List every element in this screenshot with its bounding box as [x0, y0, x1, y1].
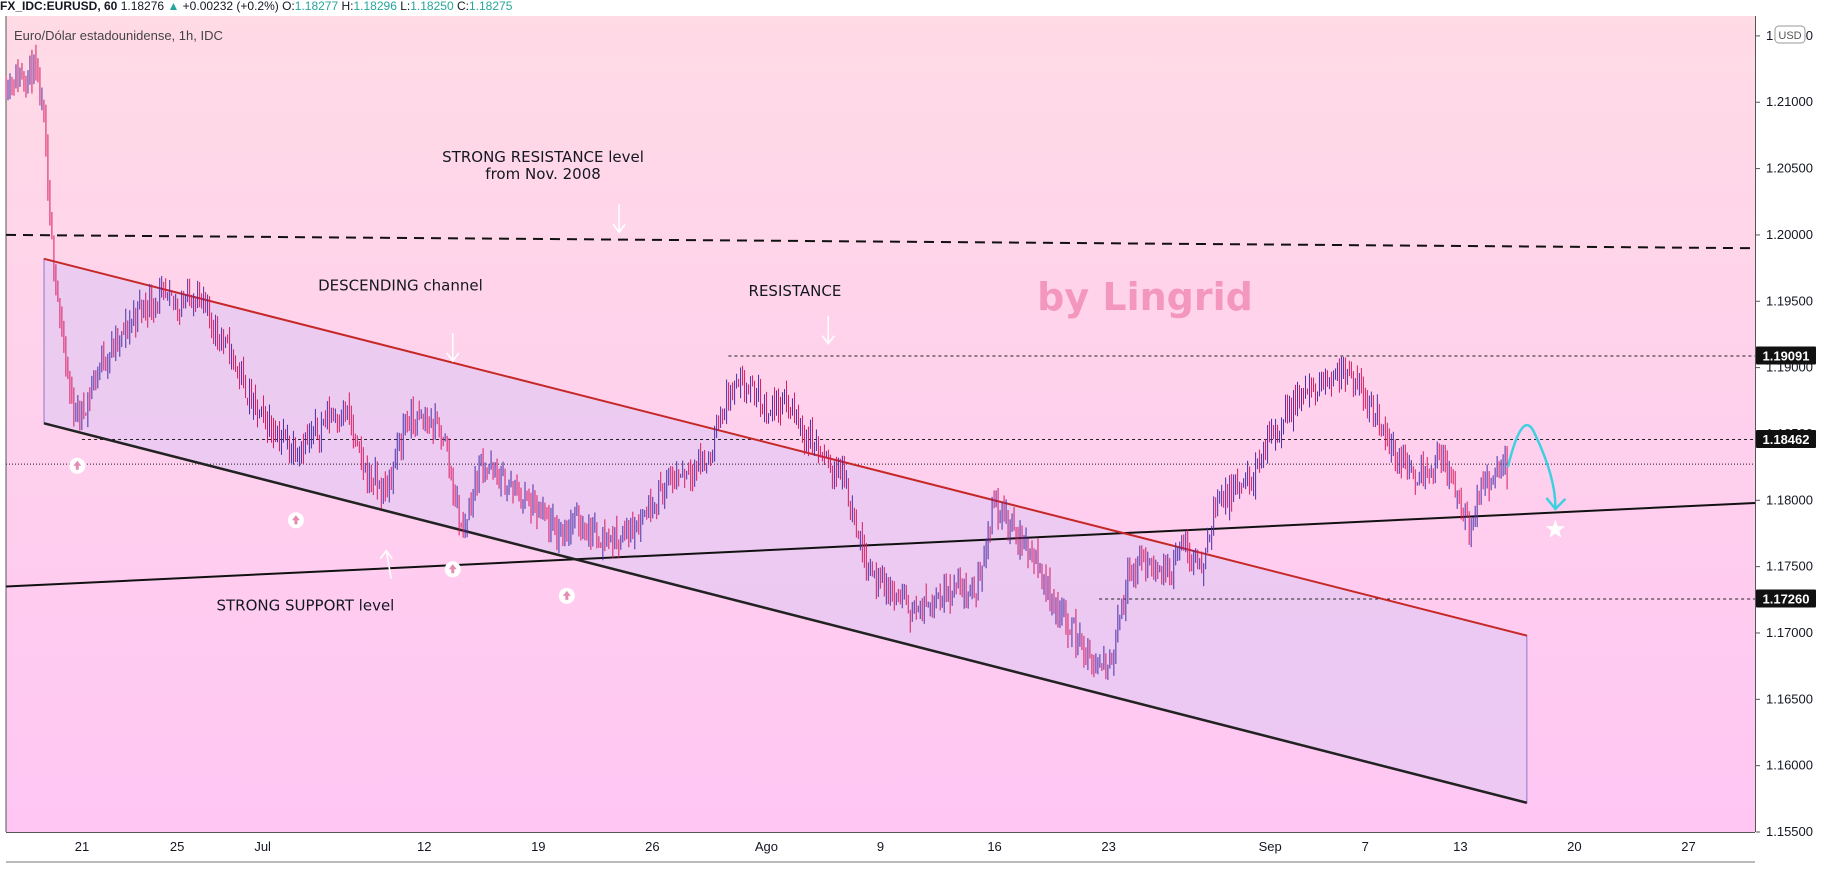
up-triangle-icon: ▲ — [167, 0, 180, 13]
candlestick-series[interactable] — [5, 44, 1508, 680]
time-axis-label: Sep — [1259, 839, 1282, 854]
high-value: 1.18296 — [353, 0, 397, 13]
annotation-label[interactable]: from Nov. 2008 — [485, 165, 601, 183]
price-tag-box — [1756, 589, 1816, 608]
last-price: 1.18276 — [120, 0, 165, 13]
price-axis-label: 1.16000 — [1766, 758, 1813, 773]
time-axis-label: 20 — [1567, 839, 1581, 854]
annotation-label[interactable]: RESISTANCE — [749, 282, 842, 300]
star-icon — [1545, 519, 1565, 538]
time-axis-label: 25 — [170, 839, 184, 854]
event-marker-icon[interactable] — [444, 561, 461, 578]
price-axis-label: 1.17500 — [1766, 559, 1813, 574]
projection-arrow[interactable] — [1506, 423, 1557, 507]
price-axis-label: 1.16500 — [1766, 691, 1813, 706]
price-axis-label: 1.19500 — [1766, 293, 1813, 308]
currency-badge-box — [1774, 25, 1806, 44]
close-value: 1.18275 — [468, 0, 513, 13]
event-marker-icon[interactable] — [287, 512, 304, 529]
price-tag-box — [1756, 429, 1816, 448]
event-marker-icon[interactable] — [558, 587, 575, 604]
price-tag-box — [1756, 346, 1816, 365]
open-label: O: — [282, 0, 295, 13]
symbol-label[interactable]: FX_IDC:EURUSD, 60 — [0, 0, 118, 13]
time-axis-label: 27 — [1681, 839, 1695, 854]
price-tag[interactable]: 1.18462 — [1756, 429, 1816, 448]
price-axis-label: 1.21000 — [1766, 94, 1813, 109]
event-marker-icon[interactable] — [69, 457, 86, 474]
annotation-arrowhead — [379, 549, 393, 560]
time-axis-label: 16 — [987, 839, 1001, 854]
price-tag-label: 1.18462 — [1763, 432, 1810, 447]
up-arrow-icon — [73, 460, 82, 470]
currency-badge[interactable]: USD — [1774, 25, 1806, 44]
instrument-title: Euro/Dólar estadounidense, 1h, IDC — [14, 28, 223, 43]
annotation-label[interactable]: STRONG SUPPORT level — [216, 596, 394, 614]
low-value: 1.18250 — [410, 0, 454, 13]
annotation-arrowhead — [821, 335, 835, 346]
watermark-text: by Lingrid — [1037, 275, 1253, 319]
channel-upper-line[interactable] — [43, 257, 1528, 637]
up-arrow-icon — [291, 515, 300, 525]
channel-lower-line[interactable] — [43, 422, 1528, 805]
time-axis-panel — [6, 832, 1755, 869]
currency-badge-label: USD — [1778, 30, 1801, 42]
up-arrow-icon — [562, 590, 571, 600]
time-axis-label: 19 — [531, 839, 545, 854]
time-axis-label: 7 — [1362, 839, 1369, 854]
price-axis-label: 1.20500 — [1766, 161, 1813, 176]
time-axis-label: 23 — [1101, 839, 1115, 854]
annotation-label[interactable]: STRONG RESISTANCE level — [442, 148, 644, 166]
strong-resistance-line[interactable] — [5, 233, 1756, 250]
price-tag-label: 1.17260 — [1763, 591, 1810, 606]
price-axis-label: 1.20000 — [1766, 227, 1813, 242]
time-axis-label: Ago — [755, 839, 778, 854]
price-change: +0.00232 (+0.2%) — [182, 0, 279, 13]
price-tag-label: 1.19091 — [1763, 349, 1810, 364]
close-label: C: — [456, 0, 469, 13]
price-tag[interactable]: 1.17260 — [1756, 589, 1816, 608]
price-axis-label: 1.18000 — [1766, 492, 1813, 507]
time-axis-label: 26 — [645, 839, 659, 854]
time-axis-label: 21 — [75, 839, 89, 854]
price-tag[interactable]: 1.19091 — [1756, 346, 1816, 365]
annotation-arrowhead — [446, 352, 460, 363]
time-axis-label: 13 — [1453, 839, 1467, 854]
open-value: 1.18277 — [294, 0, 339, 13]
time-axis-label: 9 — [877, 839, 884, 854]
annotation-arrowhead — [612, 223, 626, 234]
low-label: L: — [400, 0, 411, 13]
time-axis-label: 12 — [417, 839, 431, 854]
annotation-label[interactable]: DESCENDING channel — [318, 277, 483, 295]
high-label: H: — [341, 0, 354, 13]
time-axis-label: Jul — [254, 839, 271, 854]
price-axis-label: 1.17000 — [1766, 625, 1813, 640]
up-arrow-icon — [448, 564, 457, 574]
projection-arrowhead — [1545, 497, 1567, 511]
annotation-arrow — [385, 550, 393, 579]
symbol-info-bar: FX_IDC:EURUSD, 60 1.18276 ▲ +0.00232 (+0… — [0, 0, 1828, 14]
price-axis-label: 1.15500 — [1766, 824, 1813, 839]
